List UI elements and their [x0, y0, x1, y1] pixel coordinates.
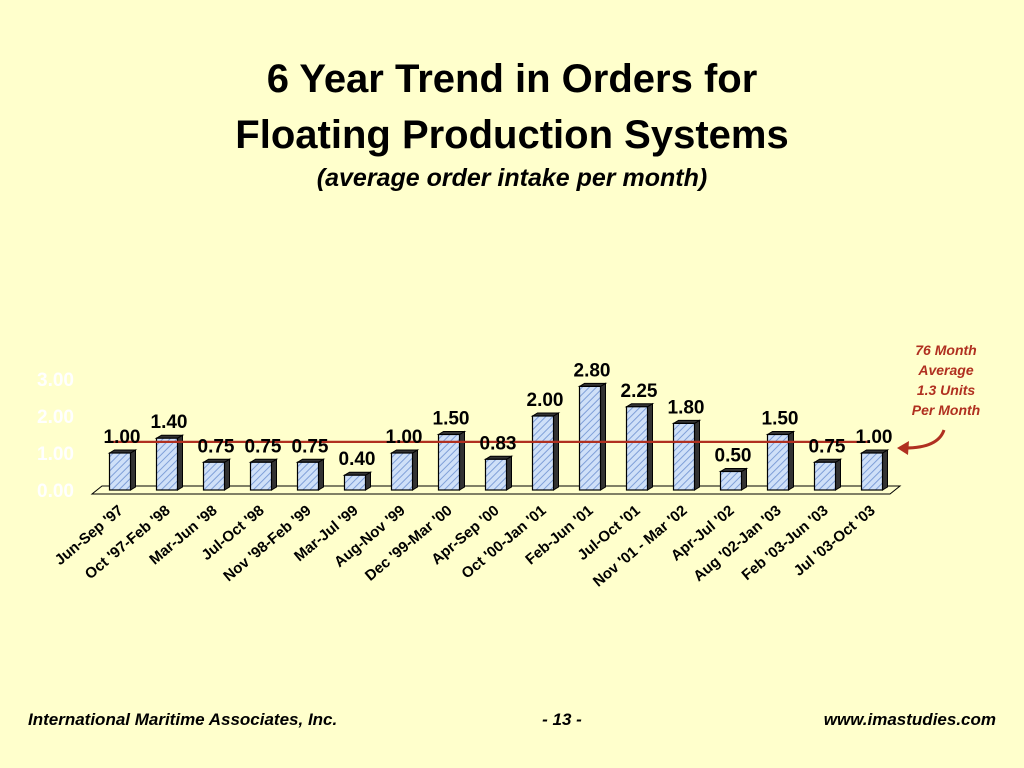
- bar-value-label: 2.00: [527, 390, 564, 411]
- bars-group: [107, 382, 890, 491]
- bar: [202, 461, 226, 491]
- bar: [719, 470, 743, 491]
- bar-side: [741, 467, 747, 491]
- bar-value-label: 0.75: [809, 436, 846, 457]
- bar-value-label: 0.40: [339, 449, 376, 470]
- bar: [766, 433, 790, 491]
- footer-company: International Maritime Associates, Inc.: [28, 710, 338, 729]
- bar: [531, 415, 555, 491]
- annotation-text-line: Average: [917, 362, 973, 378]
- x-tick-label: Oct '97-Feb '98: [82, 502, 174, 583]
- bar-value-label: 1.00: [104, 427, 141, 448]
- bar-value-label: 2.80: [574, 360, 611, 381]
- bar-side: [647, 402, 653, 491]
- annotation-arrow: [904, 429, 946, 450]
- bar: [108, 452, 132, 491]
- bar-value-label: 0.50: [715, 446, 752, 467]
- bar-side: [882, 449, 888, 491]
- bar: [296, 461, 320, 491]
- annotation-text-line: 1.3 Units: [917, 382, 976, 398]
- bar: [437, 433, 461, 491]
- bar-value-label: 1.80: [668, 397, 705, 418]
- bar: [249, 461, 273, 491]
- bar-value-label: 0.75: [198, 436, 235, 457]
- bar-side: [224, 458, 230, 491]
- bar-side: [459, 430, 465, 491]
- bar-value-label: 2.25: [621, 381, 658, 402]
- bar: [155, 437, 179, 491]
- chart-title-line-1: 6 Year Trend in Orders for: [266, 57, 758, 101]
- bar-side: [130, 449, 136, 491]
- bar: [625, 406, 649, 491]
- y-tick-label: 0.00: [37, 481, 74, 502]
- bar-side: [318, 458, 324, 491]
- bar: [390, 452, 414, 491]
- bar-value-label: 0.75: [245, 436, 282, 457]
- chart-title-line-2: Floating Production Systems: [235, 113, 789, 157]
- bar-side: [835, 458, 841, 491]
- bar: [343, 474, 367, 491]
- x-tick-label: Jul '03-Oct '03: [791, 502, 879, 580]
- footer-page-number: - 13 -: [542, 710, 582, 729]
- bar-value-label: 1.00: [386, 427, 423, 448]
- bar: [813, 461, 837, 491]
- x-tick-label: Oct '00-Jan '01: [458, 502, 549, 582]
- bar: [578, 385, 602, 491]
- bar-side: [600, 382, 606, 491]
- chart-subtitle: (average order intake per month): [316, 164, 708, 192]
- annotation-arrowhead: [897, 441, 909, 455]
- bar-value-label: 0.75: [292, 436, 329, 457]
- bar-value-label: 0.83: [480, 433, 517, 454]
- bar-value-label: 1.00: [856, 427, 893, 448]
- bar-chart: 0.00 1.00 2.00 3.00 1.00 1.40 0.75 0.75 0.75 0.4…: [37, 342, 980, 590]
- y-tick-label: 1.00: [37, 444, 74, 465]
- bar: [484, 458, 508, 491]
- bar-side: [271, 458, 277, 491]
- value-labels-group: 1.00 1.40 0.75 0.75 0.75 0.40 1.00 1.50 0.83 2.00…: [104, 360, 893, 470]
- bar: [860, 452, 884, 491]
- bar-side: [177, 434, 183, 491]
- bar-value-label: 1.50: [762, 409, 799, 430]
- y-tick-label: 2.00: [37, 407, 74, 428]
- bar-side: [506, 455, 512, 491]
- bar-value-label: 1.40: [151, 412, 188, 433]
- bar-side: [553, 412, 559, 491]
- bar-side: [788, 430, 794, 491]
- y-axis-tick-labels: 0.00 1.00 2.00 3.00: [37, 370, 74, 502]
- bar-value-label: 1.50: [433, 409, 470, 430]
- annotation-text-line: Per Month: [912, 402, 980, 418]
- bar-side: [412, 449, 418, 491]
- average-annotation: 76 Month Average 1.3 Units Per Month: [897, 342, 980, 455]
- bar: [672, 422, 696, 491]
- bar-side: [694, 419, 700, 491]
- annotation-text-line: 76 Month: [915, 342, 976, 358]
- footer-website: www.imastudies.com: [823, 710, 996, 729]
- y-tick-label: 3.00: [37, 370, 74, 391]
